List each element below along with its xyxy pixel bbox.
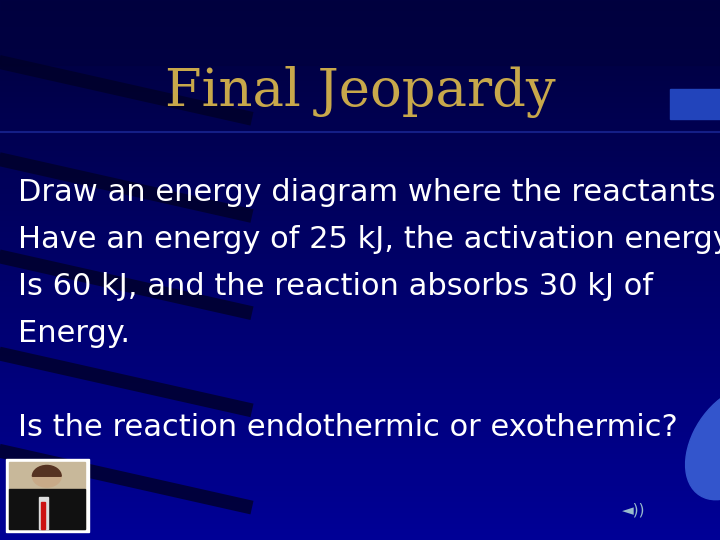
Circle shape	[32, 465, 61, 487]
Text: Energy.: Energy.	[18, 319, 130, 348]
Bar	[6, 459, 89, 532]
Text: Is 60 kJ, and the reaction absorbs 30 kJ of: Is 60 kJ, and the reaction absorbs 30 kJ…	[18, 272, 653, 301]
Bar	[39, 497, 48, 529]
Bar	[670, 89, 720, 119]
Text: Is the reaction endothermic or exothermic?: Is the reaction endothermic or exothermi…	[18, 413, 678, 442]
Bar	[41, 502, 45, 529]
Bar	[9, 462, 85, 529]
Text: Final Jeopardy: Final Jeopardy	[165, 66, 555, 118]
Text: Have an energy of 25 kJ, the activation energy: Have an energy of 25 kJ, the activation …	[18, 225, 720, 254]
Ellipse shape	[685, 386, 720, 500]
Text: ◄)): ◄))	[622, 503, 645, 518]
Bar	[0, 0, 720, 65]
Wedge shape	[32, 465, 61, 476]
Bar	[9, 489, 85, 529]
Text: Draw an energy diagram where the reactants: Draw an energy diagram where the reactan…	[18, 178, 716, 207]
